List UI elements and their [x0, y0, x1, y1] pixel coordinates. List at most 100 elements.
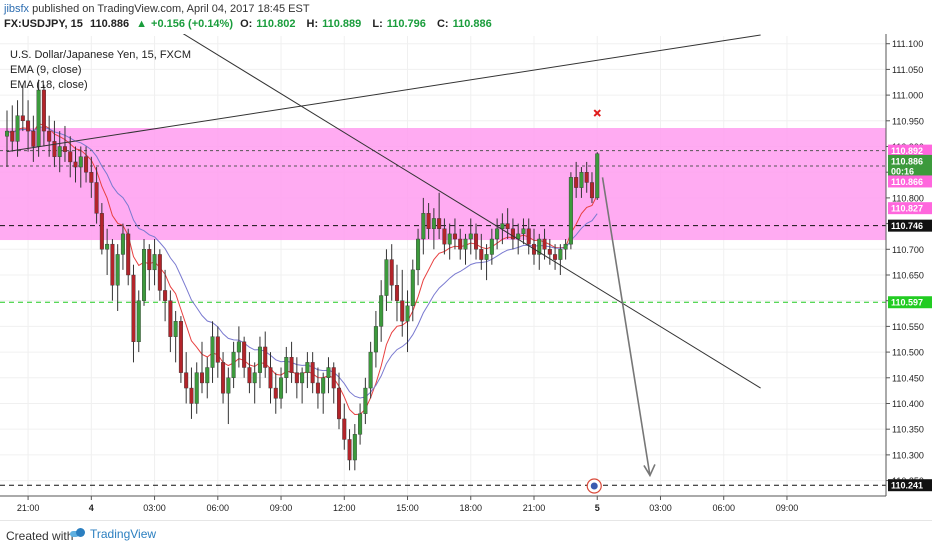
candle	[505, 208, 510, 240]
candle-body	[342, 418, 347, 440]
candle-body	[194, 372, 199, 404]
price-tick-label: 111.100	[892, 39, 923, 49]
candle-body	[421, 213, 426, 240]
candle	[15, 100, 20, 157]
tradingview-link[interactable]: TradingView	[70, 527, 156, 541]
trendline	[182, 34, 761, 389]
candle	[495, 218, 500, 250]
open-label: O: 110.802	[240, 18, 296, 30]
candle	[542, 228, 547, 260]
price-tick-label: 110.400	[892, 399, 924, 409]
chart-legend: U.S. Dollar/Japanese Yen, 15, FXCM EMA (…	[10, 48, 191, 93]
candle-body	[442, 228, 447, 245]
candle	[41, 84, 46, 147]
candle-body	[305, 362, 310, 373]
candle	[479, 233, 484, 270]
candle-body	[510, 228, 515, 240]
candle-body	[468, 233, 473, 240]
candle-body	[437, 218, 442, 229]
candle	[252, 362, 257, 404]
candle	[210, 321, 215, 383]
candle-body	[152, 254, 157, 271]
candle-body	[15, 115, 20, 142]
price-label-bg	[888, 296, 932, 309]
candle	[310, 352, 315, 394]
candle	[452, 218, 457, 250]
candle-body	[26, 120, 31, 132]
price-tick-label: 110.950	[892, 116, 924, 126]
candle	[26, 100, 31, 152]
candle	[215, 326, 220, 378]
candle-body	[352, 434, 357, 461]
candle	[500, 213, 505, 245]
candle-body	[394, 285, 399, 301]
candle	[584, 161, 589, 193]
candle	[62, 125, 67, 162]
candle	[284, 346, 289, 394]
candle	[184, 352, 189, 404]
time-tick-label: 09:00	[270, 503, 293, 513]
candle	[242, 336, 247, 378]
price-label-bg	[888, 219, 932, 232]
candle	[484, 244, 489, 281]
price-label: 110.746	[891, 221, 923, 231]
candle	[263, 331, 268, 378]
candle-body	[147, 249, 152, 271]
candle-body	[68, 151, 73, 163]
price-tick-label: 111.000	[892, 91, 923, 101]
legend-ema-slow[interactable]: EMA (18, close)	[10, 79, 88, 91]
candle	[595, 152, 600, 200]
candle	[157, 249, 162, 301]
candle-body	[20, 115, 25, 122]
candle	[136, 290, 141, 353]
candle	[126, 228, 131, 286]
candle-body	[315, 382, 320, 394]
legend-ema-fast[interactable]: EMA (9, close)	[10, 64, 82, 76]
candle	[437, 192, 442, 240]
candle	[47, 115, 52, 157]
candle-body	[474, 233, 479, 250]
candle	[558, 244, 563, 275]
candle	[31, 115, 36, 162]
candle-body	[400, 300, 405, 322]
candle-body	[331, 367, 336, 389]
candle-body	[105, 243, 110, 250]
candle-body	[263, 346, 268, 368]
brand-label: TradingView	[90, 527, 157, 541]
change-arrow-icon: ▲	[136, 18, 148, 30]
price-tick-label: 110.800	[892, 193, 924, 203]
price-chart[interactable]: 111.100111.050111.000110.950110.900110.8…	[0, 34, 932, 520]
author-link[interactable]: jibsfx	[4, 3, 30, 15]
candle	[421, 197, 426, 255]
candle-body	[142, 249, 147, 301]
candle	[410, 259, 415, 322]
symbol: FX:USDJPY, 15	[4, 18, 83, 30]
candle-body	[99, 213, 104, 250]
candle-body	[410, 269, 415, 307]
price-label: 110.866	[891, 177, 923, 187]
candle	[431, 208, 436, 250]
candle	[331, 362, 336, 404]
candle-body	[115, 254, 120, 286]
candle-body	[110, 243, 115, 286]
time-tick-label: 5	[595, 503, 600, 513]
candle	[205, 357, 210, 399]
candle-body	[426, 213, 431, 229]
candle	[68, 136, 73, 178]
candle-body	[526, 228, 531, 245]
candle-body	[553, 254, 558, 260]
candle	[236, 326, 241, 368]
quote-line: FX:USDJPY, 15 110.886 ▲ +0.156 (+0.14%) O…	[4, 18, 500, 30]
candle-body	[289, 357, 294, 373]
price-label: 110.597	[891, 298, 923, 308]
candle	[152, 239, 157, 286]
candle	[57, 131, 62, 173]
candle	[547, 239, 552, 265]
candle-body	[136, 300, 141, 343]
candle	[221, 352, 226, 404]
time-tick-label: 06:00	[207, 503, 230, 513]
candle-body	[489, 238, 494, 255]
candle-body	[173, 321, 178, 337]
price-tick-label: 110.350	[892, 425, 924, 435]
candle	[373, 310, 378, 368]
